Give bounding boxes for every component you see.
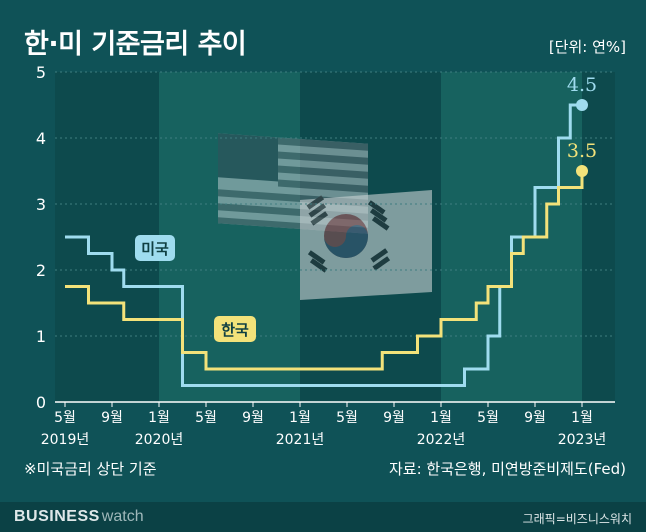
series-end-label: 3.5 bbox=[567, 140, 597, 162]
series-name-tag bbox=[214, 316, 256, 342]
y-axis: 0 1 2 3 4 5 bbox=[36, 63, 46, 412]
x-tick-month: 1월 bbox=[289, 410, 311, 426]
page-title: 한·미 기준금리 추이 bbox=[24, 29, 247, 60]
series-end-dot bbox=[576, 165, 588, 177]
brand-bold: BUSINESS bbox=[14, 508, 100, 525]
y-tick-label: 3 bbox=[36, 195, 46, 214]
x-tick-month: 1월 bbox=[430, 410, 452, 426]
series-lines bbox=[65, 99, 588, 387]
series-end-label: 4.5 bbox=[567, 74, 597, 96]
x-tick-year: 2023년 bbox=[558, 432, 607, 448]
y-tick-label: 0 bbox=[36, 393, 46, 412]
flag-illustration bbox=[218, 133, 432, 300]
x-tick-year: 2019년 bbox=[41, 432, 90, 448]
series-line bbox=[65, 171, 584, 371]
background-band bbox=[582, 72, 615, 402]
background-band bbox=[159, 72, 300, 402]
korea-flag-image bbox=[300, 190, 432, 300]
grid bbox=[55, 71, 615, 403]
x-tick-month: 5월 bbox=[477, 410, 499, 426]
x-tick-year: 2020년 bbox=[135, 432, 184, 448]
brand-light: watch bbox=[101, 508, 144, 525]
series-labels: 4.5 미국 3.5 한국 bbox=[135, 74, 597, 342]
source-note: 자료: 한국은행, 미연방준비제도(Fed) bbox=[388, 460, 626, 478]
series-name-label: 한국 bbox=[221, 321, 249, 339]
x-tick-year: 2021년 bbox=[276, 432, 325, 448]
series-name-label: 미국 bbox=[141, 240, 169, 258]
y-tick-label: 5 bbox=[36, 63, 46, 82]
footnote: ※미국금리 상단 기준 bbox=[24, 460, 157, 478]
footer-bar: BUSINESS watch 그래픽=비즈니스워치 bbox=[0, 502, 646, 532]
x-tick-month: 9월 bbox=[383, 410, 405, 426]
x-tick-month: 9월 bbox=[101, 410, 123, 426]
series-end-dot bbox=[576, 99, 588, 111]
brand-logo: BUSINESS watch bbox=[14, 508, 144, 526]
x-tick-month: 9월 bbox=[524, 410, 546, 426]
x-tick-year: 2022년 bbox=[417, 432, 466, 448]
graphic-credit: 그래픽=비즈니스워치 bbox=[522, 512, 632, 526]
x-tick-month: 5월 bbox=[54, 410, 76, 426]
y-tick-label: 4 bbox=[36, 129, 46, 148]
x-axis: 5월 2019년 9월 1월 2020년 5월 9월 1월 2021년 5월 9월 1월 2022년 5월… bbox=[41, 402, 607, 448]
series-line bbox=[65, 103, 582, 387]
y-tick-label: 2 bbox=[36, 261, 46, 280]
x-tick-month: 5월 bbox=[195, 410, 217, 426]
y-tick-label: 1 bbox=[36, 327, 46, 346]
x-tick-month: 9월 bbox=[242, 410, 264, 426]
x-tick-month: 1월 bbox=[571, 410, 593, 426]
unit-label: [단위: 연%] bbox=[548, 38, 626, 56]
x-tick-month: 5월 bbox=[336, 410, 358, 426]
series-name-tag bbox=[135, 235, 175, 261]
x-tick-month: 1월 bbox=[148, 410, 170, 426]
